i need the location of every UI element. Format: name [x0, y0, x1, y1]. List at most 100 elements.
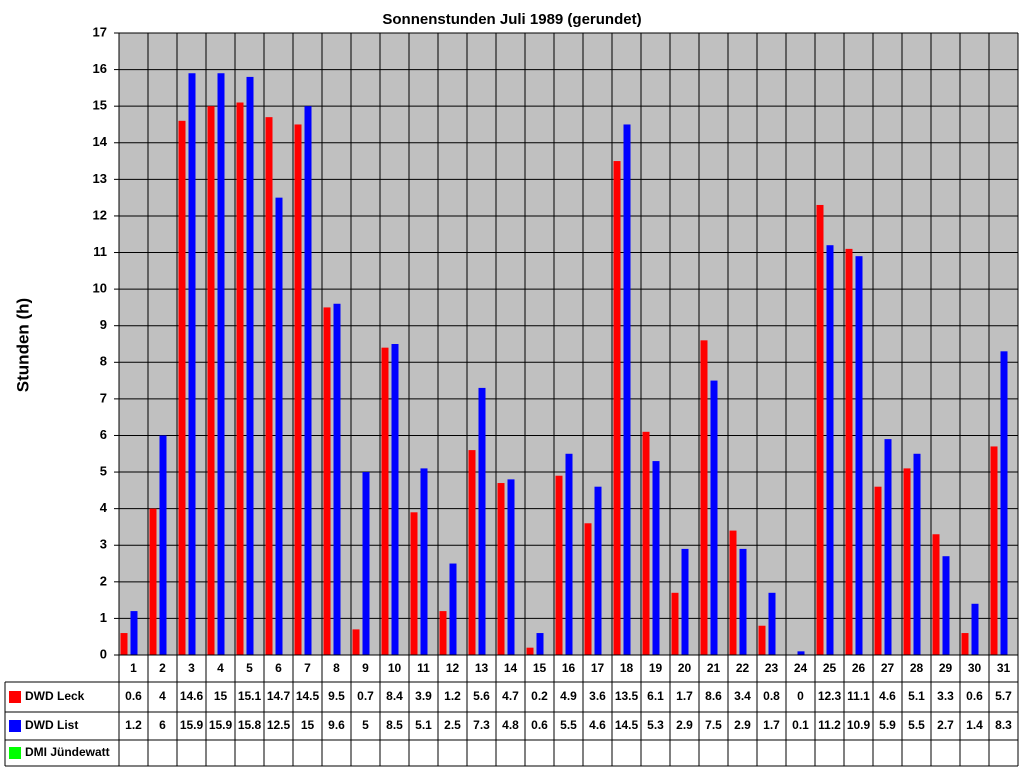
table-cell: 8.3	[995, 718, 1012, 732]
y-tick-label: 5	[100, 463, 107, 478]
legend-key	[9, 691, 21, 703]
bar	[768, 592, 776, 655]
x-tick-label: 2	[159, 661, 166, 675]
bar	[265, 117, 273, 655]
bar	[797, 651, 805, 655]
table-cell: 4.6	[879, 689, 896, 703]
bar	[594, 486, 602, 655]
x-tick-label: 17	[591, 661, 605, 675]
y-tick-label: 2	[100, 573, 107, 588]
bar	[217, 73, 225, 655]
y-axis-title: Stunden (h)	[13, 298, 32, 392]
x-tick-label: 24	[794, 661, 808, 675]
table-cell: 2.9	[734, 718, 751, 732]
y-tick-label: 11	[93, 244, 107, 259]
table-cell: 8.5	[386, 718, 403, 732]
table-cell: 5.9	[879, 718, 896, 732]
y-tick-label: 6	[100, 427, 107, 442]
table-cell: 14.7	[267, 689, 291, 703]
table-cell: 7.5	[705, 718, 722, 732]
y-tick-label: 16	[93, 61, 107, 76]
x-tick-label: 4	[217, 661, 224, 675]
table-cell: 12.5	[267, 718, 291, 732]
table-cell: 1.4	[966, 718, 983, 732]
bar	[246, 76, 254, 655]
bar	[536, 633, 544, 655]
x-tick-label: 28	[910, 661, 924, 675]
x-tick-label: 16	[562, 661, 576, 675]
x-tick-label: 7	[304, 661, 311, 675]
x-tick-label: 11	[417, 661, 430, 675]
table-cell: 8.4	[386, 689, 403, 703]
table-cell: 4.7	[502, 689, 519, 703]
bar	[903, 468, 911, 655]
bar	[420, 468, 428, 655]
bar	[149, 508, 157, 655]
bar	[710, 380, 718, 655]
table-cell: 9.6	[328, 718, 345, 732]
bar	[333, 303, 341, 655]
table-cell: 0.7	[357, 689, 374, 703]
table-cell: 13.5	[615, 689, 639, 703]
table-cell: 11.2	[818, 718, 841, 732]
table-cell: 9.5	[328, 689, 345, 703]
table-cell: 15.8	[238, 718, 262, 732]
bar	[178, 120, 186, 655]
bar	[275, 197, 283, 655]
bar	[362, 472, 370, 655]
table-cell: 2.5	[444, 718, 461, 732]
y-tick-label: 7	[100, 390, 107, 405]
table-cell: 0.6	[125, 689, 142, 703]
y-tick-label: 13	[93, 171, 107, 186]
bar	[826, 245, 834, 655]
table-cell: 15.1	[238, 689, 262, 703]
table-cell: 14.5	[296, 689, 320, 703]
x-tick-label: 23	[765, 661, 779, 675]
table-cell: 1.7	[676, 689, 693, 703]
y-tick-label: 3	[100, 537, 107, 552]
table-cell: 0.8	[763, 689, 780, 703]
table-cell: 5.5	[560, 718, 577, 732]
y-tick-label: 10	[93, 281, 107, 296]
table-cell: 7.3	[473, 718, 490, 732]
table-cell: 5	[362, 718, 369, 732]
x-tick-label: 13	[475, 661, 489, 675]
y-tick-label: 8	[100, 354, 107, 369]
bar	[681, 548, 689, 655]
table-cell: 15.9	[209, 718, 233, 732]
x-tick-label: 12	[446, 661, 460, 675]
bar	[739, 548, 747, 655]
bar	[729, 530, 737, 655]
x-tick-label: 21	[707, 661, 721, 675]
bar	[497, 483, 505, 655]
table-cell: 5.7	[995, 689, 1012, 703]
bar	[758, 625, 766, 655]
x-tick-label: 20	[678, 661, 692, 675]
table-cell: 3.4	[734, 689, 751, 703]
x-tick-label: 26	[852, 661, 866, 675]
bar	[323, 307, 331, 655]
bar	[623, 124, 631, 656]
x-tick-label: 10	[388, 661, 402, 675]
legend-key	[9, 747, 21, 759]
y-tick-label: 17	[93, 24, 107, 39]
y-tick-label: 1	[100, 610, 107, 625]
bar	[874, 486, 882, 655]
legend-label: DWD Leck	[25, 689, 85, 703]
bar	[845, 248, 853, 655]
chart-title: Sonnenstunden Juli 1989 (gerundet)	[382, 11, 641, 28]
table-cell: 14.5	[615, 718, 639, 732]
y-tick-label: 12	[93, 207, 107, 222]
table-cell: 0.2	[531, 689, 548, 703]
table-cell: 10.9	[847, 718, 871, 732]
table-cell: 15	[214, 689, 228, 703]
bar	[942, 556, 950, 655]
bar	[381, 347, 389, 655]
bar	[188, 73, 196, 655]
x-tick-label: 18	[620, 661, 634, 675]
table-cell: 8.6	[705, 689, 722, 703]
table-cell: 0.6	[966, 689, 983, 703]
table-cell: 3.3	[937, 689, 954, 703]
table-cell: 11.1	[847, 689, 870, 703]
